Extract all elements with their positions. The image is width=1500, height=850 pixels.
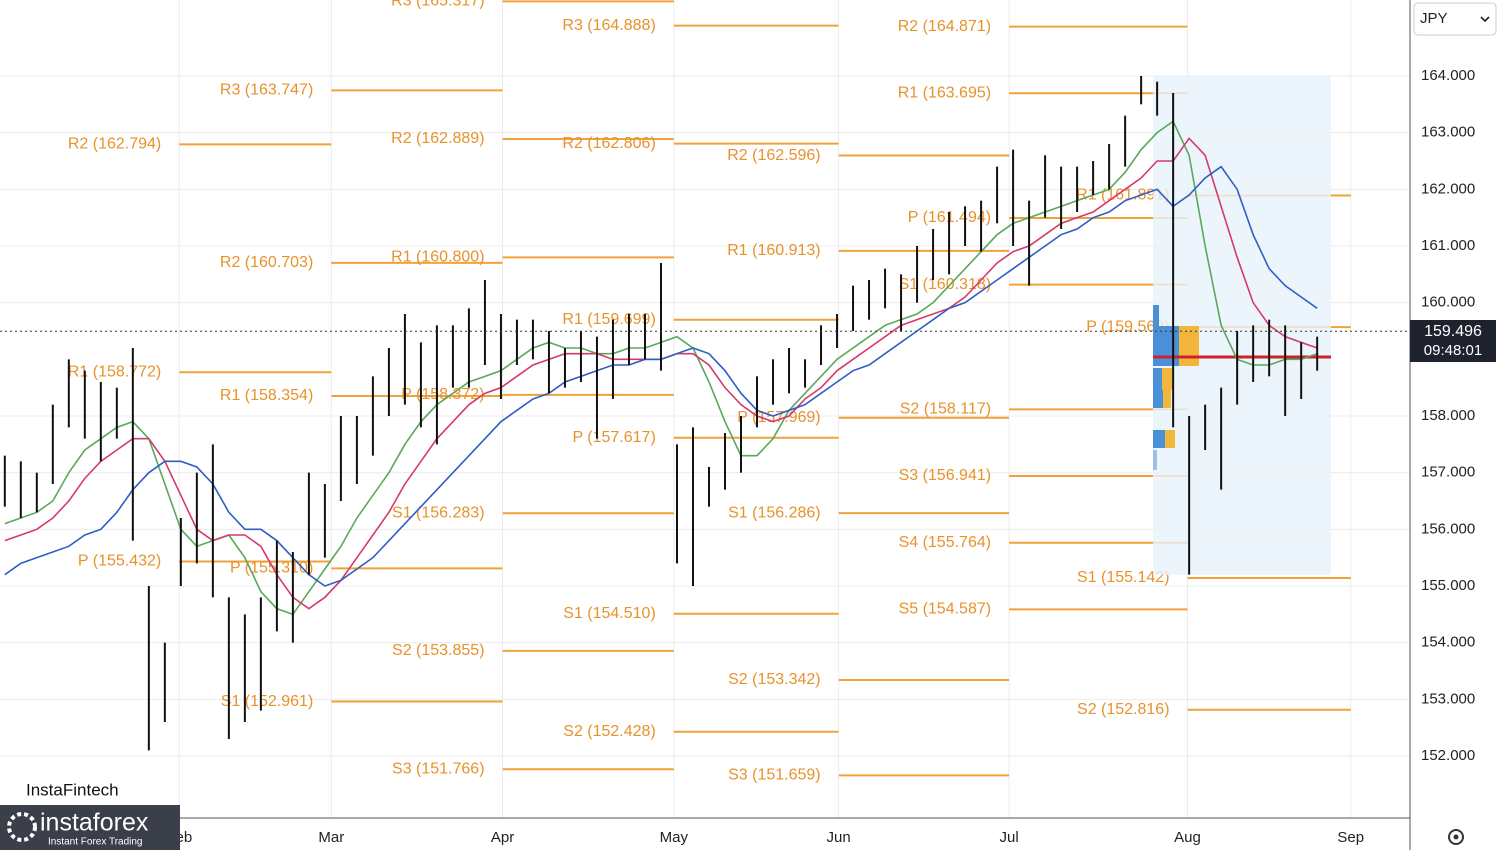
y-tick-label: 153.000 [1421, 690, 1475, 707]
pivot-label: R2 (162.806) [562, 135, 655, 152]
pivot-label: P (159.569) [1086, 318, 1169, 335]
countdown-label: 09:48:01 [1424, 342, 1482, 359]
pivot-label: S2 (153.855) [392, 642, 485, 659]
logo-icon [7, 812, 37, 842]
x-tick-label: Mar [318, 829, 344, 846]
pivot-label: P (155.432) [78, 553, 161, 570]
brand-box [16, 775, 142, 805]
pivot-label: P (158.372) [401, 386, 484, 403]
axes: 152.000 153.000 154.000 155.000 156.000 157.0… [166, 67, 1475, 846]
pivot-label: S4 (155.764) [899, 534, 992, 551]
pivot-label: S2 (158.117) [900, 401, 991, 418]
y-tick-label: 157.000 [1421, 464, 1475, 481]
last-price-box [1410, 320, 1496, 362]
y-tick-label: 161.000 [1421, 237, 1475, 254]
pivot-label: R1 (160.913) [727, 242, 820, 259]
x-tick-label: May [660, 829, 689, 846]
pivot-label: S2 (152.428) [563, 723, 656, 740]
pivot-label: P (157.969) [737, 409, 820, 426]
pivot-label: R2 (160.703) [220, 254, 313, 271]
pivot-label: R1 (161.891) [1076, 187, 1169, 204]
y-tick-label: 155.000 [1421, 577, 1475, 594]
pivot-label: R3 (164.888) [562, 17, 655, 34]
pivot-label: R2 (162.889) [391, 130, 484, 147]
x-tick-label: Aug [1174, 829, 1201, 846]
pivot-label: R3 (163.747) [220, 82, 313, 99]
price-bars [3, 75, 1319, 751]
y-tick-label: 163.000 [1421, 124, 1475, 141]
x-tick-label: Apr [491, 829, 514, 846]
y-tick-label: 162.000 [1421, 180, 1475, 197]
pivot-label: S3 (151.659) [728, 767, 821, 784]
dropdown-chevron [1480, 16, 1490, 23]
pivot-label: S5 (154.587) [899, 601, 992, 618]
pivot-label: S3 (151.766) [392, 760, 485, 777]
range-highlight [1153, 76, 1331, 575]
pivot-label: R2 (162.596) [727, 147, 820, 164]
pivot-label: R1 (158.354) [220, 387, 313, 404]
last-price-label: 159.496 [1424, 323, 1482, 340]
y-tick-label: 156.000 [1421, 520, 1475, 537]
pivot-label: P (157.617) [572, 429, 655, 446]
logo-tagline: Instant Forex Trading [48, 837, 143, 848]
pivot-label: R1 (163.695) [898, 84, 991, 101]
logo-name: instaforex [40, 809, 149, 837]
y-tick-label: 158.000 [1421, 407, 1475, 424]
settings-button[interactable] [1448, 829, 1464, 845]
y-tick-label: 164.000 [1421, 67, 1475, 84]
pivot-label: S2 (152.816) [1077, 701, 1170, 718]
pivot-label: S3 (156.941) [899, 467, 992, 484]
y-tick-label: 160.000 [1421, 294, 1475, 311]
pivot-label: R2 (162.794) [68, 136, 161, 153]
pivot-label: S1 (160.318) [899, 276, 992, 293]
pivot-label: R2 (164.871) [898, 18, 991, 35]
pivot-label: S1 (152.961) [221, 693, 314, 710]
pivots: R2 (162.794) R1 (158.772) P (155.432) R3 (1… [68, 0, 1351, 784]
pivot-label: R1 (159.699) [562, 311, 655, 328]
pivot-label: S2 (153.342) [728, 671, 821, 688]
symbol-label: JPY [1420, 10, 1448, 27]
x-tick-label: Jun [827, 829, 851, 846]
brand-label: InstaFintech [26, 780, 119, 799]
logo-box [0, 805, 180, 850]
x-tick-label: Jul [999, 829, 1018, 846]
pivot-label: S1 (156.283) [392, 505, 485, 522]
x-tick-label: Sep [1337, 829, 1364, 846]
volume-profile [1153, 305, 1331, 470]
pivot-label: S1 (155.142) [1077, 569, 1170, 586]
pivot-label: P (155.310) [230, 560, 313, 577]
pivot-label: R1 (160.800) [391, 249, 484, 266]
pivot-label: R1 (158.772) [68, 363, 161, 380]
y-tick-label: 154.000 [1421, 634, 1475, 651]
pivot-label: S1 (154.510) [563, 605, 656, 622]
pivot-label: S1 (156.286) [728, 504, 821, 521]
pivot-label: R3 (165.317) [391, 0, 484, 10]
y-tick-label: 152.000 [1421, 747, 1475, 764]
symbol-dropdown[interactable] [1413, 2, 1497, 36]
